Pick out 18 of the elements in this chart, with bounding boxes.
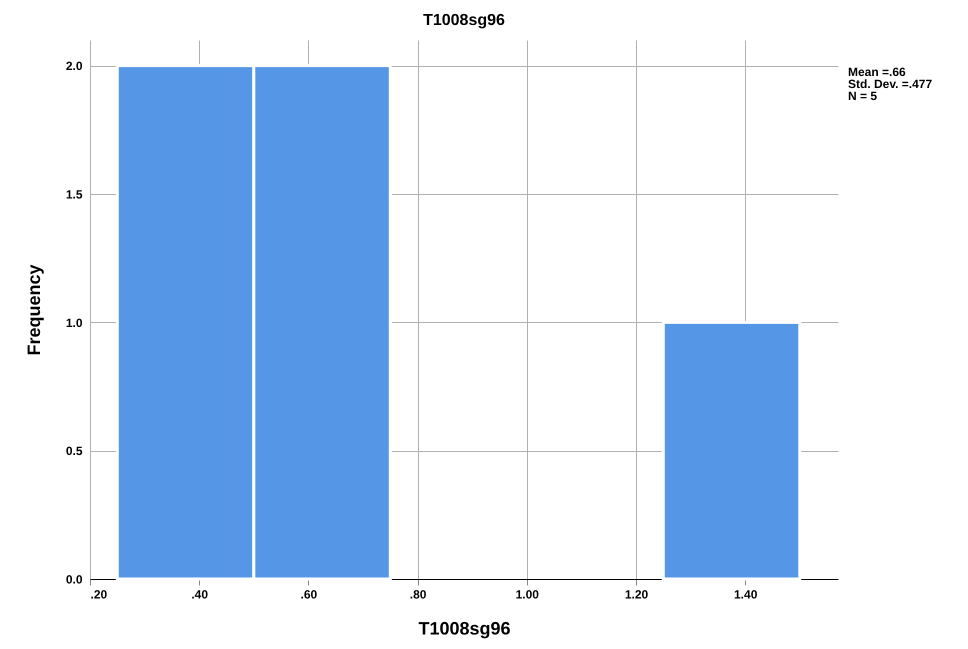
y-axis-title: Frequency	[24, 264, 44, 356]
y-tick-label: 0.5	[66, 444, 83, 458]
x-axis-title: T1008sg96	[418, 618, 511, 638]
y-tick-label: 1.0	[66, 316, 83, 330]
x-tick-label: .40	[191, 588, 208, 602]
x-tick-label: .60	[300, 588, 318, 602]
chart-title: T1008sg96	[423, 12, 506, 29]
x-tick-label: .20	[90, 588, 108, 602]
y-tick-label: 1.5	[66, 188, 83, 202]
y-tick-label: 2.0	[66, 59, 83, 74]
text: Std. Dev. =.477	[848, 77, 932, 91]
x-tick-label: 1.20	[624, 588, 648, 602]
text: Mean =.66	[848, 65, 907, 79]
text: N = 5	[848, 89, 878, 103]
x-tick-label: 1.00	[516, 588, 540, 602]
x-tick-label: .80	[410, 588, 427, 602]
x-tick-label: 1.40	[734, 588, 758, 602]
y-tick-label: 0.0	[66, 572, 83, 586]
